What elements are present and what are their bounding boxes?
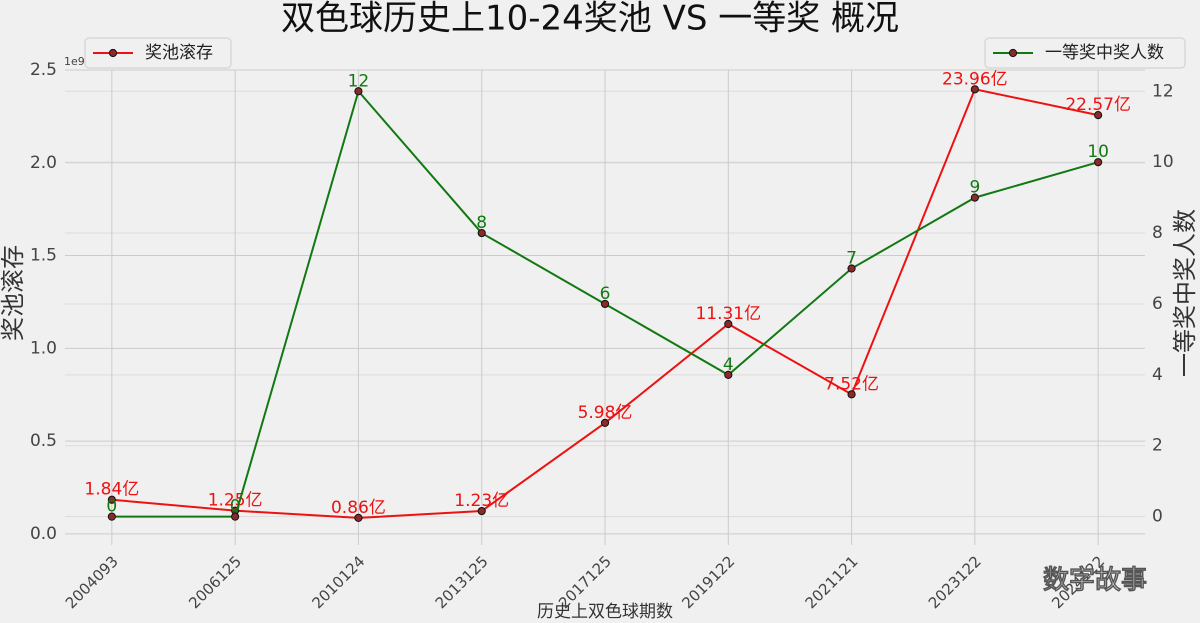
data-point — [354, 513, 363, 523]
y2-tick-label: 10 — [1152, 152, 1174, 172]
legend-label: 一等奖中奖人数 — [1045, 43, 1164, 63]
y2-tick-label: 2 — [1152, 436, 1163, 456]
data-point — [724, 319, 733, 329]
data-point — [107, 495, 116, 504]
x-tick-label: 2006125 — [185, 552, 245, 612]
data-label: 23.96亿 — [942, 69, 1008, 89]
data-point — [477, 506, 486, 516]
data-point — [1094, 110, 1103, 120]
data-point — [970, 193, 979, 202]
y-axis-label: 奖池滚存 — [0, 245, 27, 341]
data-point — [847, 390, 856, 399]
data-point — [600, 418, 610, 428]
data-label: 0.86亿 — [331, 498, 386, 518]
data-label: 6 — [600, 284, 611, 304]
y-offset-label: 1e9 — [64, 55, 85, 68]
legend-marker — [1008, 48, 1018, 58]
y2-axis-label: 一等奖中奖人数 — [1171, 209, 1199, 377]
x-axis-label: 历史上双色球期数 — [537, 602, 673, 622]
y2-tick-label: 8 — [1152, 223, 1163, 243]
legend-marker — [108, 48, 118, 58]
y2-tick-label: 4 — [1152, 365, 1163, 385]
data-point — [107, 512, 116, 521]
data-label: 1.23亿 — [454, 491, 509, 511]
data-point — [724, 370, 733, 379]
data-label: 8 — [476, 213, 487, 233]
data-label: 22.57亿 — [1065, 95, 1131, 115]
y-tick-label: 2.0 — [30, 153, 57, 173]
data-label: 12 — [348, 71, 370, 91]
y-tick-label: 1.5 — [30, 246, 57, 266]
data-label: 5.98亿 — [578, 403, 633, 423]
data-label: 1.84亿 — [84, 480, 139, 500]
data-point — [970, 85, 979, 94]
data-point — [231, 512, 240, 521]
data-point — [477, 228, 486, 238]
y-tick-label: 0.5 — [30, 431, 57, 451]
data-label: 7.52亿 — [824, 374, 879, 394]
data-point — [1094, 158, 1103, 167]
chart-title: 双色球历史上10-24奖池 VS 一等奖 概况 — [281, 0, 899, 39]
data-point — [847, 264, 856, 273]
watermark: 数字故事 — [1043, 565, 1147, 596]
x-tick-label: 2013125 — [432, 552, 492, 612]
data-label: 4 — [723, 355, 734, 375]
data-label: 7 — [846, 249, 857, 269]
data-label: 9 — [969, 178, 980, 198]
x-tick-label: 2019122 — [678, 552, 738, 612]
data-label: 1.25亿 — [208, 491, 263, 511]
x-tick-label: 2004093 — [62, 552, 122, 612]
x-tick-label: 2023122 — [925, 552, 985, 612]
data-label: 0 — [230, 497, 241, 517]
legend-box — [984, 37, 1186, 69]
y-tick-label: 1.0 — [30, 338, 57, 358]
x-tick-label: 2021121 — [802, 552, 862, 612]
x-tick-label: 2010124 — [308, 552, 368, 612]
y-tick-label: 0.0 — [30, 524, 57, 544]
legend-box — [84, 37, 232, 69]
data-label: 10 — [1087, 142, 1109, 162]
y-tick-label: 2.5 — [30, 60, 57, 80]
data-point — [354, 87, 363, 96]
y2-tick-label: 6 — [1152, 294, 1163, 314]
legend-label: 奖池滚存 — [145, 43, 213, 63]
data-point — [600, 299, 610, 309]
y2-tick-label: 0 — [1152, 507, 1163, 527]
data-label: 0 — [106, 497, 117, 517]
y2-tick-label: 12 — [1152, 81, 1174, 101]
data-label: 11.31亿 — [695, 304, 761, 324]
